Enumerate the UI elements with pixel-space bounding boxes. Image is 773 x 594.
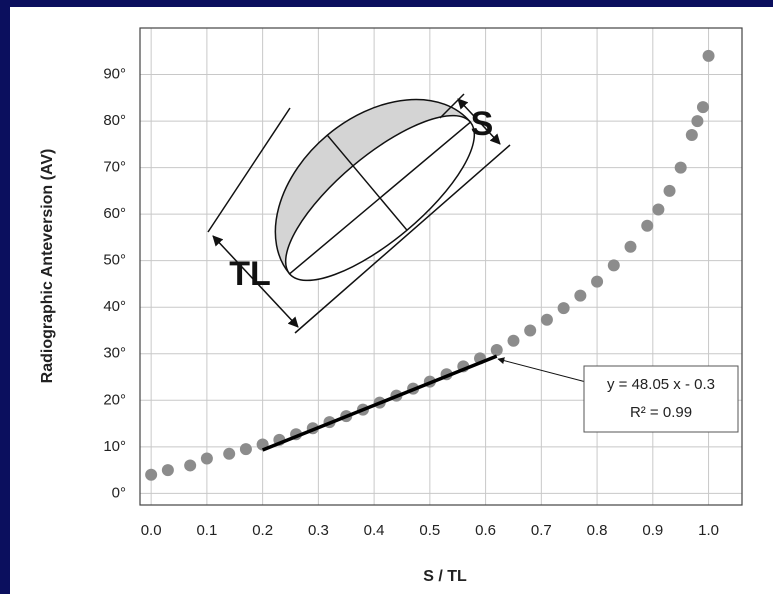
data-point bbox=[145, 468, 158, 481]
data-point bbox=[674, 161, 687, 174]
x-tick-label: 0.3 bbox=[308, 522, 329, 539]
y-tick-label: 40° bbox=[103, 298, 126, 315]
y-tick-label: 70° bbox=[103, 159, 126, 176]
x-tick-label: 1.0 bbox=[698, 522, 719, 539]
y-tick-label: 80° bbox=[103, 112, 126, 129]
x-tick-label: 0.8 bbox=[587, 522, 608, 539]
x-tick-label: 0.1 bbox=[196, 522, 217, 539]
y-tick-label: 90° bbox=[103, 66, 126, 83]
data-point bbox=[161, 464, 174, 477]
x-tick-label: 0.9 bbox=[642, 522, 663, 539]
y-tick-label: 10° bbox=[103, 438, 126, 455]
data-point bbox=[574, 289, 587, 302]
data-point bbox=[507, 334, 520, 347]
data-point bbox=[490, 344, 503, 357]
data-point bbox=[685, 129, 698, 142]
y-tick-label: 20° bbox=[103, 391, 126, 408]
data-point bbox=[624, 240, 637, 253]
data-point bbox=[591, 275, 604, 288]
data-point bbox=[641, 219, 654, 232]
data-point bbox=[239, 443, 252, 456]
fit-line bbox=[261, 354, 498, 452]
x-tick-label: 0.0 bbox=[141, 522, 162, 539]
marks bbox=[145, 49, 715, 481]
x-tick-label: 0.6 bbox=[475, 522, 496, 539]
callout-arrow bbox=[497, 357, 587, 383]
data-point bbox=[524, 324, 537, 337]
s-label: S bbox=[471, 105, 494, 143]
data-point bbox=[223, 447, 236, 460]
equation-box bbox=[583, 365, 739, 433]
data-point bbox=[691, 115, 704, 128]
tl-label: TL bbox=[229, 255, 271, 293]
fit-r-squared: R² = 0.99 bbox=[630, 404, 692, 421]
x-tick-label: 0.5 bbox=[419, 522, 440, 539]
y-axis-label: Radiographic Anteversion (AV) bbox=[39, 149, 56, 384]
data-point bbox=[540, 313, 553, 326]
data-point bbox=[696, 101, 709, 114]
data-point bbox=[200, 452, 213, 465]
y-tick-label: 50° bbox=[103, 252, 126, 269]
data-point bbox=[557, 302, 570, 315]
fit-equation: y = 48.05 x - 0.3 bbox=[607, 376, 715, 393]
data-point bbox=[652, 203, 665, 216]
data-point bbox=[184, 459, 197, 472]
y-tick-label: 0° bbox=[112, 484, 126, 501]
x-tick-label: 0.4 bbox=[364, 522, 385, 539]
y-tick-label: 30° bbox=[103, 345, 126, 362]
y-tick-label: 60° bbox=[103, 205, 126, 222]
data-point bbox=[607, 259, 620, 272]
x-axis-label: S / TL bbox=[423, 568, 467, 585]
x-tick-label: 0.2 bbox=[252, 522, 273, 539]
x-tick-label: 0.7 bbox=[531, 522, 552, 539]
data-point bbox=[702, 49, 715, 62]
plot-frame bbox=[139, 27, 743, 506]
cup-diagram bbox=[207, 93, 511, 334]
data-point bbox=[663, 184, 676, 197]
